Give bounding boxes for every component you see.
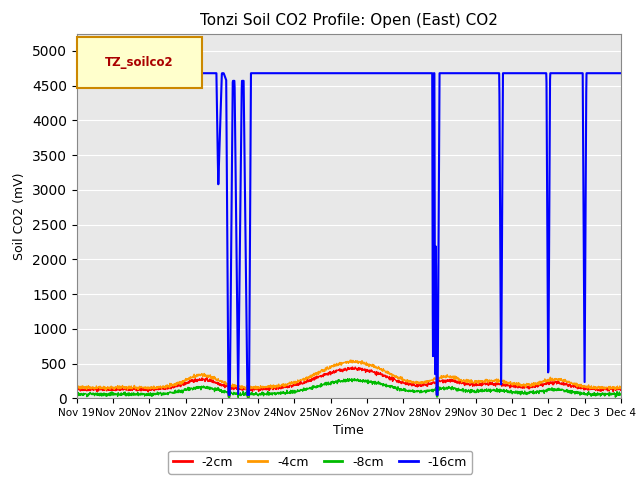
-4cm bbox=[323, 364, 331, 370]
-4cm bbox=[73, 384, 81, 390]
-8cm bbox=[73, 392, 81, 398]
-2cm bbox=[244, 395, 252, 400]
-8cm bbox=[323, 381, 331, 387]
Line: -4cm: -4cm bbox=[77, 360, 621, 397]
Text: TZ_soilco2: TZ_soilco2 bbox=[105, 56, 173, 69]
-16cm bbox=[73, 71, 81, 76]
-4cm bbox=[602, 384, 609, 390]
-8cm bbox=[602, 392, 609, 397]
-2cm bbox=[338, 368, 346, 373]
-8cm bbox=[617, 392, 625, 398]
-4cm bbox=[602, 386, 609, 392]
-4cm bbox=[502, 379, 509, 385]
-16cm bbox=[617, 71, 625, 76]
-16cm bbox=[502, 71, 509, 76]
-2cm bbox=[351, 364, 359, 370]
-16cm bbox=[225, 392, 232, 398]
-4cm bbox=[100, 384, 108, 390]
-16cm bbox=[602, 71, 609, 76]
-8cm bbox=[338, 378, 346, 384]
Y-axis label: Soil CO2 (mV): Soil CO2 (mV) bbox=[13, 172, 26, 260]
-16cm bbox=[338, 71, 346, 76]
Line: -2cm: -2cm bbox=[77, 367, 621, 397]
-8cm bbox=[602, 391, 609, 396]
Legend: -2cm, -4cm, -8cm, -16cm: -2cm, -4cm, -8cm, -16cm bbox=[168, 451, 472, 474]
-16cm bbox=[323, 71, 331, 76]
-2cm bbox=[602, 386, 609, 392]
Title: Tonzi Soil CO2 Profile: Open (East) CO2: Tonzi Soil CO2 Profile: Open (East) CO2 bbox=[200, 13, 498, 28]
-4cm bbox=[338, 362, 346, 368]
-2cm bbox=[100, 387, 108, 393]
-2cm bbox=[323, 371, 331, 376]
-8cm bbox=[100, 391, 108, 396]
-2cm bbox=[502, 384, 509, 389]
-2cm bbox=[73, 386, 81, 392]
-4cm bbox=[244, 394, 252, 400]
X-axis label: Time: Time bbox=[333, 424, 364, 437]
-2cm bbox=[602, 387, 609, 393]
-16cm bbox=[100, 71, 108, 76]
-8cm bbox=[351, 376, 358, 382]
FancyBboxPatch shape bbox=[77, 37, 202, 88]
-4cm bbox=[617, 384, 625, 390]
-16cm bbox=[601, 71, 609, 76]
Line: -8cm: -8cm bbox=[77, 379, 621, 398]
-4cm bbox=[346, 357, 354, 363]
Line: -16cm: -16cm bbox=[77, 73, 621, 395]
-8cm bbox=[244, 395, 252, 401]
-8cm bbox=[502, 388, 509, 394]
-2cm bbox=[617, 387, 625, 393]
